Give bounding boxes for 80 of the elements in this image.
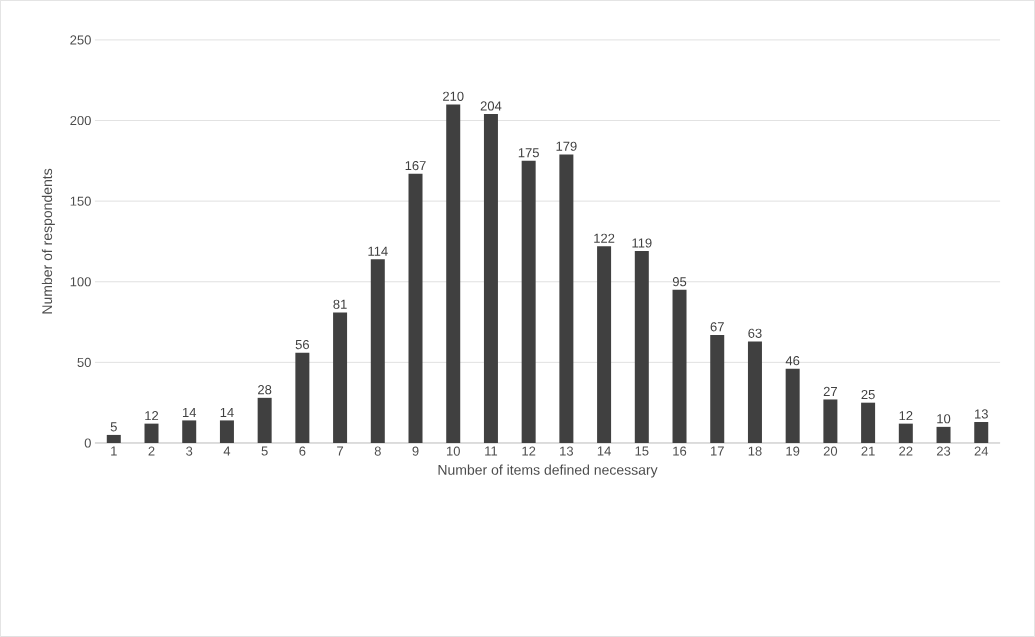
x-tick-label: 17 <box>710 446 724 456</box>
data-label: 114 <box>368 246 388 256</box>
data-label: 10 <box>937 414 951 424</box>
data-label: 14 <box>182 408 197 417</box>
y-tick-label: 250 <box>70 35 91 45</box>
data-label: 12 <box>145 411 159 421</box>
x-tick-label: 10 <box>446 446 460 456</box>
bar <box>182 420 197 444</box>
bar <box>710 335 725 444</box>
x-tick-label: 21 <box>861 446 875 456</box>
bar <box>295 352 310 444</box>
data-label: 63 <box>748 328 762 338</box>
y-tick-label: 150 <box>70 196 91 206</box>
data-label: 122 <box>594 233 615 243</box>
x-tick-label: 4 <box>223 446 231 456</box>
y-tick-label: 100 <box>70 277 91 287</box>
data-label: 46 <box>785 356 800 366</box>
data-label: 14 <box>220 408 234 417</box>
bar <box>408 173 423 444</box>
y-tick-label: 200 <box>70 115 91 126</box>
x-tick-label: 13 <box>560 446 574 456</box>
x-tick-label: 24 <box>974 446 989 456</box>
x-tick-label: 7 <box>337 446 344 456</box>
bar <box>747 341 762 444</box>
bar <box>370 259 385 444</box>
x-tick-label: 9 <box>412 446 419 456</box>
y-axis-title: Number of respondents <box>41 168 55 314</box>
x-tick-label: 20 <box>823 446 838 456</box>
x-tick-label: 23 <box>936 446 951 456</box>
bar <box>597 246 612 444</box>
bar <box>823 399 838 444</box>
x-axis-title: Number of items defined necessary <box>438 464 658 478</box>
data-label: 25 <box>861 390 875 400</box>
bar <box>144 423 159 444</box>
x-tick-label: 14 <box>597 446 611 456</box>
data-label: 12 <box>899 411 913 421</box>
bar <box>106 434 121 444</box>
data-label: 5 <box>110 422 117 432</box>
bar <box>974 422 989 444</box>
bar <box>521 160 536 444</box>
bar <box>634 251 649 444</box>
data-label: 28 <box>258 385 272 395</box>
bar <box>446 104 461 444</box>
x-tick-label: 1 <box>111 446 117 456</box>
x-tick-label: 16 <box>673 446 687 456</box>
bar <box>333 312 348 444</box>
x-tick-label: 22 <box>899 446 913 456</box>
data-label: 210 <box>443 91 464 101</box>
bar <box>785 368 800 444</box>
data-label: 13 <box>975 409 988 419</box>
x-tick-label: 11 <box>485 446 498 456</box>
data-label: 95 <box>672 277 687 287</box>
data-label: 179 <box>556 141 577 151</box>
x-tick-label: 18 <box>748 446 762 456</box>
x-tick-label: 12 <box>522 446 536 456</box>
x-tick-label: 15 <box>635 446 649 456</box>
data-label: 204 <box>480 101 502 111</box>
x-tick-label: 3 <box>186 446 193 456</box>
x-tick-label: 2 <box>148 446 155 456</box>
data-label: 67 <box>710 322 724 332</box>
x-tick-label: 19 <box>786 446 800 456</box>
data-label: 27 <box>823 386 837 396</box>
data-label: 56 <box>295 340 310 350</box>
bar <box>483 114 498 444</box>
x-tick-label: 8 <box>374 446 381 456</box>
y-tick-label: 50 <box>77 357 91 368</box>
data-label: 119 <box>632 238 652 248</box>
data-label: 167 <box>405 161 426 171</box>
bar <box>861 402 876 444</box>
data-label: 175 <box>518 148 539 158</box>
bar <box>219 420 234 444</box>
x-tick-label: 5 <box>261 446 268 456</box>
bar <box>898 423 913 444</box>
bar <box>257 397 272 444</box>
bar <box>672 289 687 444</box>
data-label: 81 <box>333 299 347 309</box>
x-tick-label: 6 <box>299 446 306 456</box>
y-tick-label: 0 <box>84 438 91 448</box>
bar <box>559 154 574 444</box>
bar <box>936 426 951 444</box>
